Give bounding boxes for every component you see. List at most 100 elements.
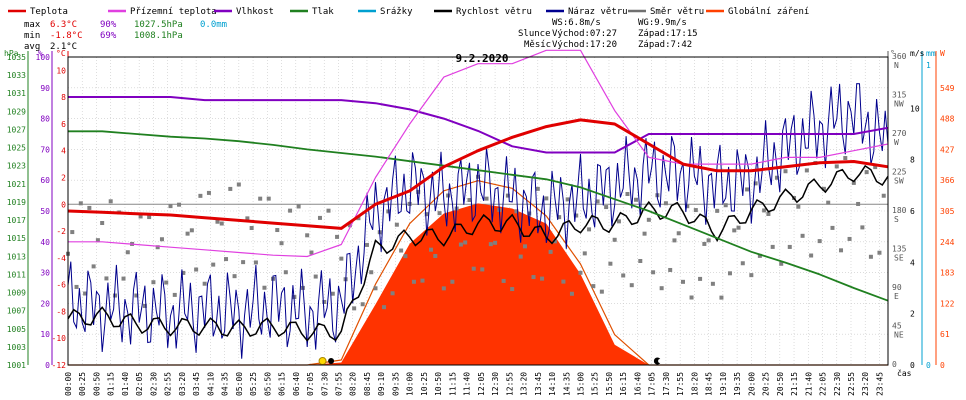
time-tick: 08:20 xyxy=(349,372,358,396)
wind-dir-point xyxy=(245,216,250,221)
wind-dir-point xyxy=(390,291,395,296)
hpa-tick: 1035 xyxy=(7,53,26,62)
wind-dir-point xyxy=(505,193,510,198)
time-axis: 00:00 00:25 00:50 01:15 01:40 02:05 02:30 02:55… xyxy=(64,372,884,396)
wind-dir-point xyxy=(753,181,758,186)
wind-dir-point xyxy=(151,280,156,285)
wind-dir-point xyxy=(249,226,254,231)
wind-dir-point xyxy=(429,247,434,252)
time-tick: 18:45 xyxy=(705,372,714,396)
time-tick: 01:40 xyxy=(121,372,130,396)
wind-dir-point xyxy=(557,215,562,220)
right-axes: ° m/s mm W045NE90E135SE180S225SW270W315NW36… xyxy=(887,49,955,378)
sunrise-icon xyxy=(318,357,327,365)
wind-gust-line xyxy=(67,83,889,359)
wind-dir-point xyxy=(787,244,792,249)
sunset-icon xyxy=(653,357,661,365)
time-tick: 15:00 xyxy=(577,372,586,396)
radiation-area xyxy=(68,203,888,365)
time-tick: 04:35 xyxy=(221,372,230,396)
dir-tick-label: SE xyxy=(894,254,904,263)
wind-dir-point xyxy=(283,270,288,275)
wind-dir-point xyxy=(266,196,271,201)
wind-dir-point xyxy=(783,169,788,174)
time-tick: 20:00 xyxy=(747,372,756,396)
wind-dir-point xyxy=(659,286,664,291)
wind-dir-point xyxy=(411,279,416,284)
wind-dir-point xyxy=(535,186,540,191)
time-tick: 07:30 xyxy=(320,372,329,396)
ms-tick: 6 xyxy=(910,207,915,216)
wind-dir-point xyxy=(424,212,429,217)
moonset-icon xyxy=(328,358,335,364)
dir-axis-label: ° xyxy=(890,49,895,58)
mm-axis-label: mm xyxy=(926,49,936,58)
degc-axis-label: °C xyxy=(56,49,66,58)
w-tick: 183 xyxy=(940,269,955,278)
moonrise-icon xyxy=(658,359,663,363)
wind-dir-point xyxy=(317,215,322,220)
time-tick: 10:00 xyxy=(406,372,415,396)
wind-dir-point xyxy=(881,193,886,198)
wind-dir-point xyxy=(134,293,139,298)
wind-dir-point xyxy=(446,193,451,198)
mm-tick: 0 xyxy=(926,361,931,370)
hpa-tick: 1001 xyxy=(7,361,26,370)
dir-tick-label: SW xyxy=(894,177,904,186)
stat-max-hum: 90% xyxy=(100,20,117,30)
wind-dir-point xyxy=(540,276,545,281)
wind-dir-point xyxy=(706,238,711,243)
time-tick: 09:10 xyxy=(377,372,386,396)
wind-dir-point xyxy=(544,196,549,201)
hpa-tick: 1027 xyxy=(7,125,26,134)
wind-dir-point xyxy=(164,280,169,285)
wind-dir-point xyxy=(817,239,822,244)
pct-tick: 0 xyxy=(45,361,50,370)
wind-dir-point xyxy=(621,273,626,278)
legend-label: Globální záření xyxy=(728,7,809,17)
plot-frame xyxy=(67,56,889,366)
wind-dir-point xyxy=(514,209,519,214)
ms-tick: 8 xyxy=(910,156,915,165)
time-tick: 20:25 xyxy=(762,372,771,396)
wind-dir-point xyxy=(740,261,745,266)
wind-dir-point xyxy=(288,208,293,213)
wind-dir-point xyxy=(527,211,532,216)
degc-tick: 4 xyxy=(61,147,66,156)
wind-dir-point xyxy=(394,222,399,227)
wind-dir-point xyxy=(373,286,378,291)
wind-dir-point xyxy=(476,174,480,179)
degc-tick: -10 xyxy=(52,334,67,343)
time-tick: 13:20 xyxy=(520,372,529,396)
w-tick: 488 xyxy=(940,115,955,124)
hpa-tick: 1023 xyxy=(7,162,26,171)
time-tick: 02:05 xyxy=(135,372,144,396)
legend-label: Srážky xyxy=(380,7,413,17)
wind-dir-point xyxy=(484,196,489,201)
pct-tick: 80 xyxy=(40,115,50,124)
stat-label: avg xyxy=(24,42,40,52)
wind-dir-point xyxy=(74,284,79,289)
w-tick: 366 xyxy=(940,176,955,185)
chart-title: 9.2.2020 xyxy=(456,52,509,65)
time-tick: 16:40 xyxy=(633,372,642,396)
wind-dir-point xyxy=(356,216,361,221)
wind-dir-point xyxy=(531,275,536,280)
time-tick: 05:25 xyxy=(249,372,258,396)
time-tick: 20:50 xyxy=(776,372,785,396)
info-sun: Slunce xyxy=(518,29,551,39)
wind-speed-line xyxy=(67,164,889,342)
wind-dir-point xyxy=(830,225,835,230)
stat-min-hum: 69% xyxy=(100,31,117,41)
wind-dir-point xyxy=(745,187,750,192)
stat-label: min xyxy=(24,31,40,41)
time-tick: 15:25 xyxy=(591,372,600,396)
degc-tick: 6 xyxy=(61,120,66,129)
pct-tick: 30 xyxy=(40,269,50,278)
wind-dir-point xyxy=(471,266,476,271)
time-axis-label: čas xyxy=(897,368,912,378)
wind-dir-point xyxy=(382,305,387,310)
dir-tick: 180 xyxy=(892,206,907,215)
degc-tick: -6 xyxy=(56,281,66,290)
